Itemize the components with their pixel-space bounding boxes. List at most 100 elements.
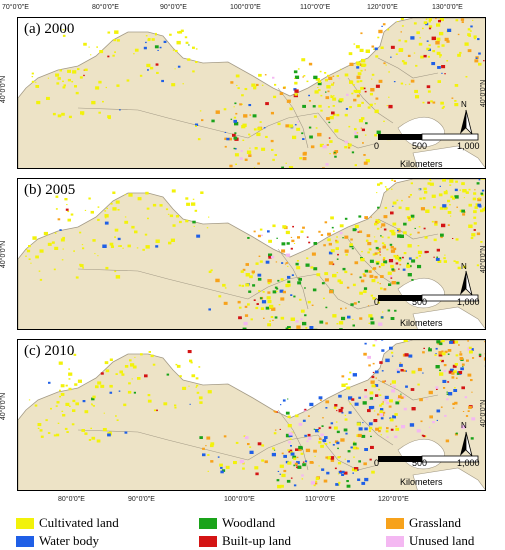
land-use-patch bbox=[333, 82, 335, 84]
land-use-patch bbox=[62, 236, 65, 240]
land-use-patch bbox=[432, 50, 436, 53]
land-use-patch bbox=[241, 94, 244, 97]
land-use-patch bbox=[253, 167, 256, 168]
land-use-patch bbox=[383, 288, 387, 291]
land-use-patch bbox=[109, 242, 114, 246]
land-use-patch bbox=[352, 442, 357, 446]
land-use-patch bbox=[431, 36, 436, 41]
land-use-patch bbox=[61, 410, 64, 412]
land-use-patch bbox=[277, 279, 280, 282]
land-use-patch bbox=[296, 260, 299, 262]
land-use-patch bbox=[318, 465, 320, 467]
land-use-patch bbox=[459, 189, 462, 191]
land-use-patch bbox=[261, 444, 265, 447]
land-use-patch bbox=[454, 363, 458, 366]
land-use-patch bbox=[315, 480, 318, 483]
land-use-patch bbox=[392, 222, 397, 226]
land-use-patch bbox=[327, 232, 331, 236]
scale-bar-segment bbox=[421, 455, 479, 463]
land-use-patch bbox=[383, 260, 388, 264]
land-use-patch bbox=[374, 370, 379, 374]
land-use-patch bbox=[139, 74, 143, 77]
land-use-patch bbox=[455, 432, 458, 435]
land-use-patch bbox=[199, 110, 202, 112]
land-use-patch bbox=[371, 384, 376, 388]
province-boundary bbox=[347, 238, 394, 285]
land-use-patch bbox=[325, 163, 329, 166]
land-use-patch bbox=[288, 124, 293, 128]
legend-label: Water body bbox=[39, 533, 99, 548]
land-use-patch bbox=[370, 216, 372, 218]
land-use-patch bbox=[311, 461, 314, 464]
land-use-patch bbox=[353, 89, 357, 93]
land-use-patch bbox=[378, 322, 383, 326]
land-use-patch bbox=[382, 311, 384, 313]
land-use-patch bbox=[397, 228, 401, 231]
land-use-patch bbox=[92, 395, 96, 399]
land-use-patch bbox=[333, 406, 337, 409]
land-use-patch bbox=[447, 353, 450, 355]
land-use-patch bbox=[199, 401, 203, 404]
land-use-patch bbox=[330, 458, 333, 460]
land-use-patch bbox=[119, 245, 122, 247]
land-use-patch bbox=[418, 255, 421, 257]
land-use-patch bbox=[237, 300, 241, 304]
land-use-patch bbox=[325, 322, 328, 325]
land-use-patch bbox=[441, 72, 443, 74]
land-use-patch bbox=[473, 229, 476, 231]
land-use-patch bbox=[122, 247, 124, 249]
land-use-patch bbox=[340, 438, 345, 442]
land-use-patch bbox=[376, 192, 378, 194]
land-use-patch bbox=[129, 359, 132, 362]
land-use-patch bbox=[175, 49, 178, 52]
land-use-patch bbox=[359, 276, 362, 279]
land-use-patch bbox=[461, 363, 465, 366]
land-use-patch bbox=[473, 37, 476, 40]
land-use-patch bbox=[90, 427, 92, 429]
land-use-patch bbox=[57, 114, 62, 118]
land-use-patch bbox=[276, 290, 278, 292]
land-use-patch bbox=[373, 419, 378, 423]
land-use-patch bbox=[344, 217, 348, 220]
land-use-patch bbox=[258, 73, 262, 77]
land-use-patch bbox=[36, 100, 41, 105]
land-use-patch bbox=[346, 286, 350, 289]
land-use-patch bbox=[378, 426, 382, 430]
scale-label: 0 bbox=[374, 297, 380, 307]
land-use-patch bbox=[318, 396, 323, 400]
land-use-patch bbox=[233, 106, 235, 108]
land-use-patch bbox=[297, 68, 300, 70]
land-use-patch bbox=[91, 100, 96, 105]
land-use-patch bbox=[377, 251, 380, 254]
land-use-patch bbox=[264, 74, 267, 76]
land-use-patch bbox=[273, 432, 277, 435]
land-use-patch bbox=[480, 192, 484, 195]
land-use-patch bbox=[431, 220, 434, 223]
land-use-patch bbox=[415, 256, 419, 259]
land-use-patch bbox=[62, 34, 66, 37]
lat-tick-left: 40°0'0"N bbox=[0, 392, 8, 421]
land-use-patch bbox=[79, 264, 84, 268]
land-use-patch bbox=[352, 373, 357, 377]
land-use-patch bbox=[72, 70, 77, 74]
land-use-patch bbox=[301, 474, 304, 477]
land-use-patch bbox=[383, 398, 387, 402]
land-use-patch bbox=[244, 436, 249, 440]
land-use-patch bbox=[367, 409, 371, 413]
land-use-patch bbox=[242, 462, 245, 465]
land-use-patch bbox=[304, 287, 306, 289]
land-use-patch bbox=[471, 417, 476, 421]
land-use-patch bbox=[330, 249, 335, 253]
legend-item-cultivated: Cultivated land bbox=[16, 515, 119, 531]
land-use-patch bbox=[308, 126, 312, 129]
land-use-patch bbox=[394, 309, 397, 312]
land-use-patch bbox=[354, 224, 359, 229]
land-use-patch bbox=[426, 40, 429, 42]
land-use-patch bbox=[130, 363, 135, 367]
land-use-patch bbox=[223, 435, 227, 438]
province-boundary bbox=[277, 248, 309, 310]
land-use-patch bbox=[439, 342, 443, 346]
land-use-patch bbox=[296, 466, 298, 469]
land-use-patch bbox=[369, 391, 374, 395]
land-use-patch bbox=[373, 236, 376, 238]
